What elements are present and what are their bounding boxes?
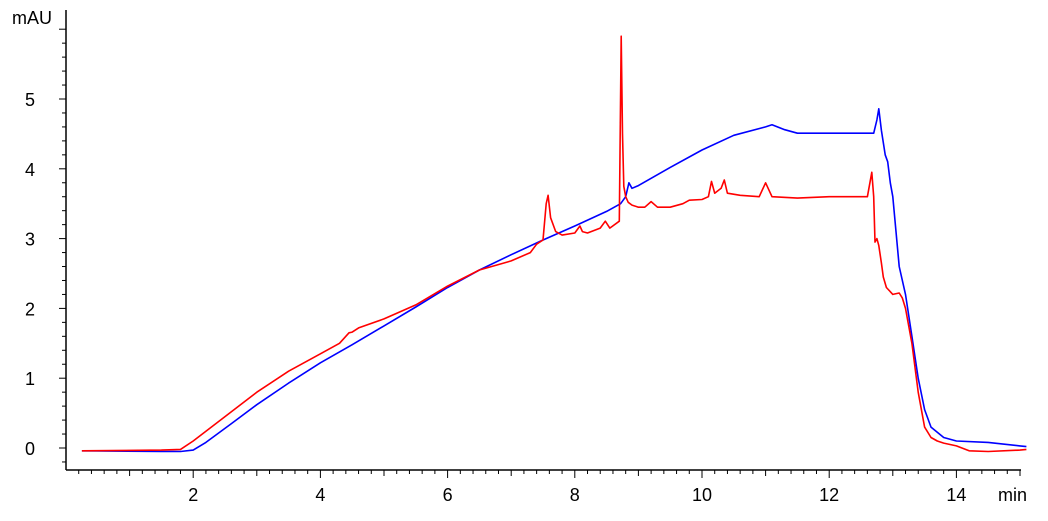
- y-unit-label: mAU: [12, 8, 52, 28]
- x-tick-label: 6: [443, 485, 453, 505]
- y-ticks: 0 1 2 3 4 5: [25, 28, 66, 463]
- x-tick-label: 10: [692, 485, 712, 505]
- y-tick-label: 0: [25, 439, 35, 459]
- series-line-1: [81, 108, 1027, 453]
- x-tick-label: 12: [819, 485, 839, 505]
- series-line-2: [81, 35, 1027, 453]
- y-tick-label: 5: [25, 90, 35, 110]
- x-tick-label: 2: [188, 485, 198, 505]
- y-tick-label: 1: [25, 369, 35, 389]
- series-group: [81, 35, 1027, 453]
- y-tick-label: 4: [25, 160, 35, 180]
- x-tick-label: 14: [946, 485, 966, 505]
- x-unit-label: min: [998, 485, 1027, 505]
- x-tick-label: 8: [570, 485, 580, 505]
- y-tick-label: 3: [25, 230, 35, 250]
- x-ticks: 2 4 6 8 10 12 14: [78, 470, 1021, 505]
- y-tick-label: 2: [25, 299, 35, 319]
- x-tick-label: 4: [315, 485, 325, 505]
